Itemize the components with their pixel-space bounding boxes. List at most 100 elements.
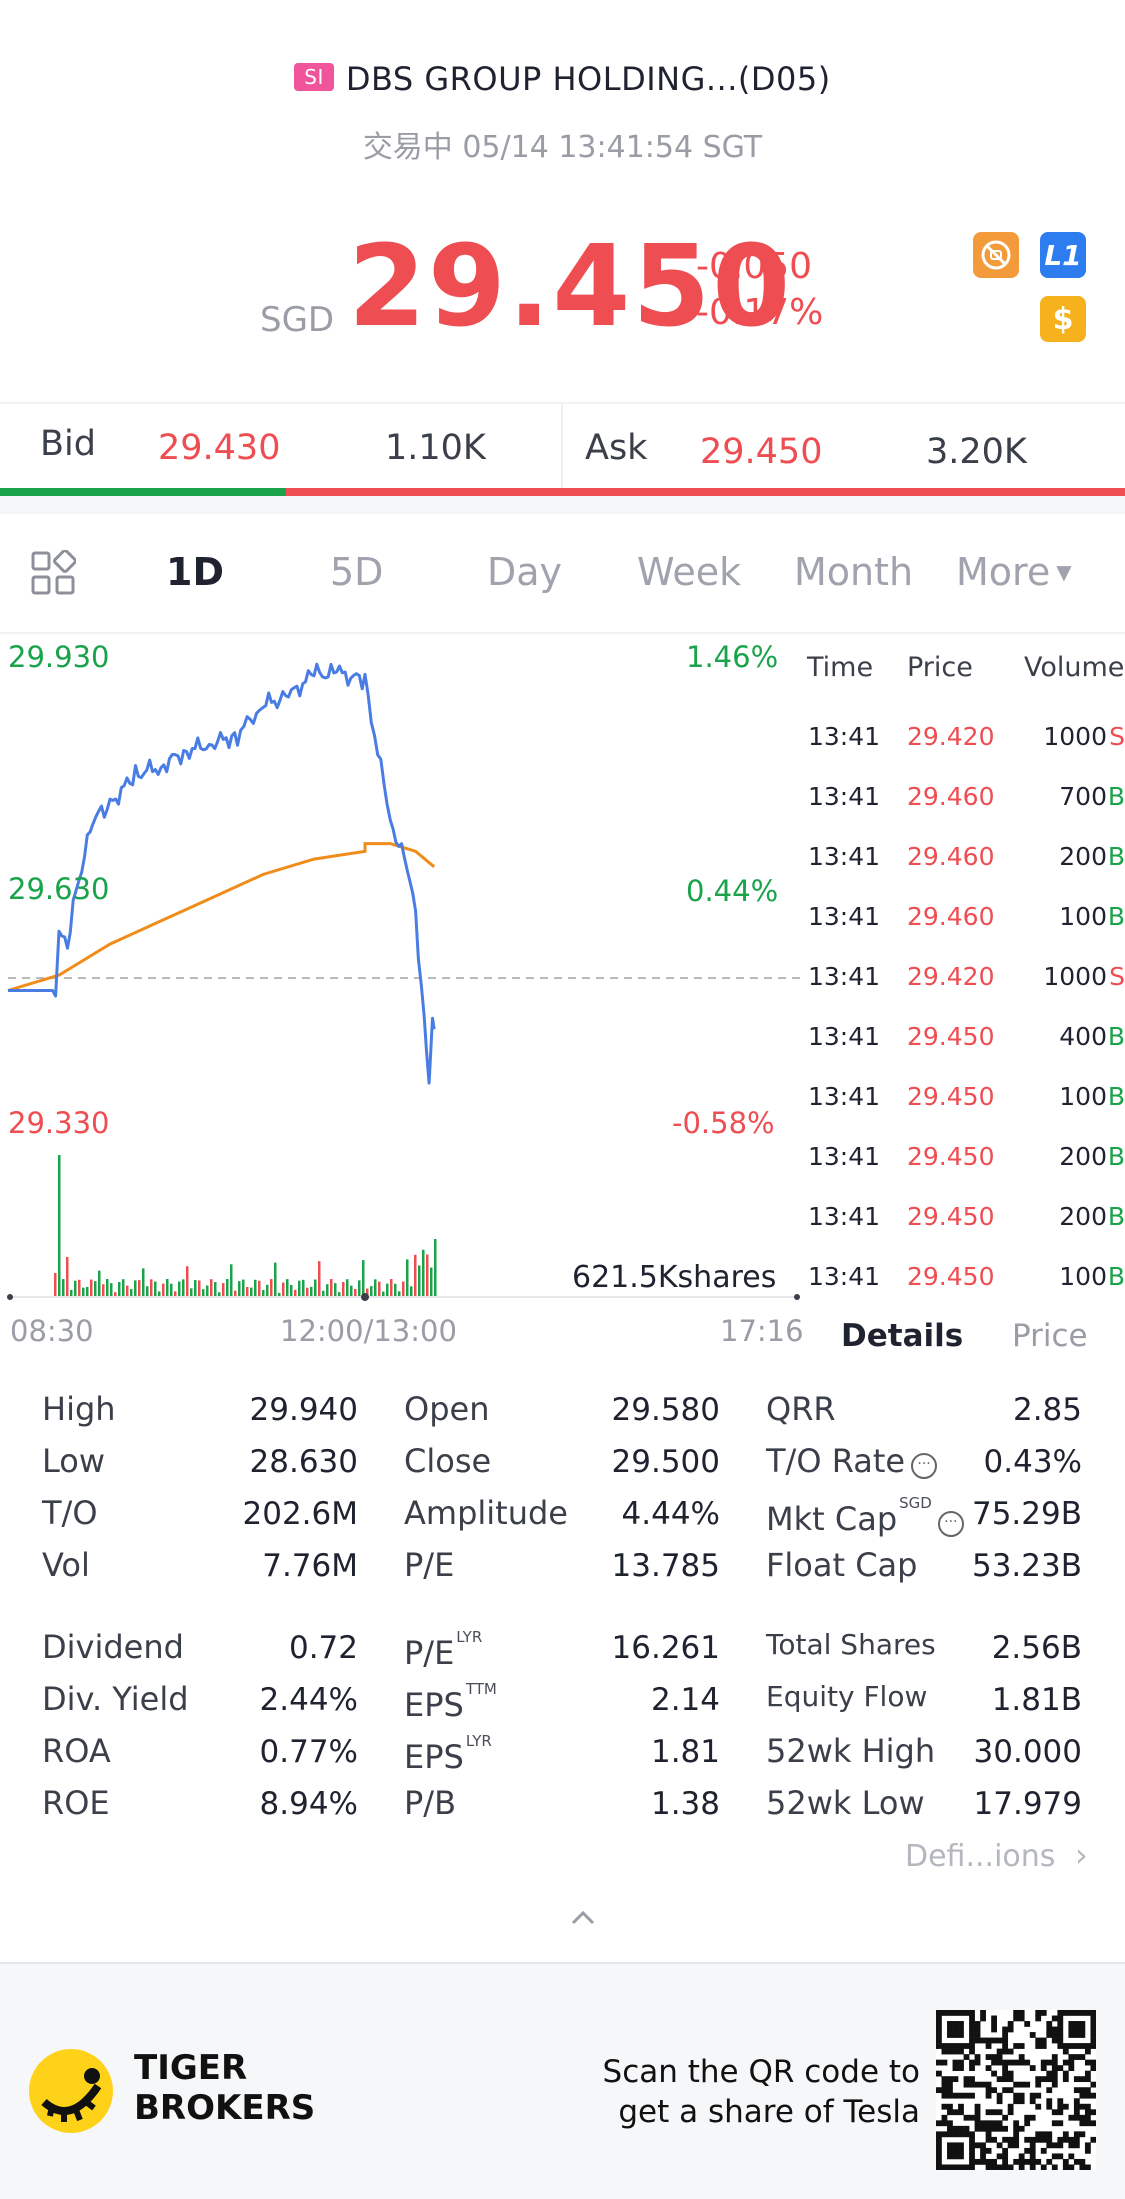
trade-volume: 1000 — [1043, 722, 1107, 751]
last-price: 29.450 — [348, 222, 793, 352]
volume-bar — [54, 1273, 57, 1297]
trade-volume: 700 — [1059, 782, 1107, 811]
grid-view-icon[interactable] — [30, 549, 77, 600]
tab-1d[interactable]: 1D — [166, 550, 224, 594]
trade-price: 29.460 — [907, 902, 995, 931]
trade-volume: 1000 — [1043, 962, 1107, 991]
volume-bar — [350, 1285, 353, 1297]
volume-bar — [262, 1289, 265, 1297]
stat-label-text: T/O — [42, 1494, 98, 1532]
average-price-line — [7, 842, 436, 992]
stat-label: P/B — [404, 1784, 456, 1822]
brand-line-2: BROKERS — [134, 2088, 316, 2128]
info-icon[interactable]: ··· — [911, 1453, 938, 1479]
stat-label: Dividend — [42, 1628, 184, 1666]
level1-icon[interactable]: L1 — [1040, 232, 1086, 278]
no-short-icon[interactable] — [973, 232, 1019, 278]
qr-code[interactable] — [936, 2010, 1096, 2170]
stat-label-text: 52wk High — [766, 1732, 936, 1770]
volume-bar — [338, 1292, 341, 1297]
trade-side: B — [1107, 1142, 1125, 1171]
volume-bar — [194, 1280, 197, 1297]
volume-bar — [314, 1279, 317, 1297]
chevron-up-icon[interactable] — [565, 1905, 601, 1933]
volume-bar — [114, 1292, 117, 1297]
stat-value: 8.94% — [259, 1786, 358, 1822]
trade-side: S — [1109, 722, 1125, 751]
trade-row: 13:41 29.420 1000 S — [806, 722, 1125, 782]
volume-bar — [358, 1280, 361, 1297]
stat-value: 29.580 — [611, 1392, 720, 1428]
stat-label: P/E — [404, 1546, 454, 1584]
stat-label-text: EPS — [404, 1738, 464, 1776]
volume-bar — [126, 1285, 129, 1297]
tab-month[interactable]: Month — [794, 550, 914, 594]
volume-bar — [394, 1283, 397, 1297]
stat-value: 4.44% — [621, 1496, 720, 1532]
stat-label: Amplitude — [404, 1494, 568, 1532]
volume-bar — [286, 1279, 289, 1297]
stat-value: 2.56B — [991, 1630, 1082, 1666]
stat-value: 1.81B — [991, 1682, 1082, 1718]
volume-bar — [430, 1267, 433, 1297]
stat-value: 75.29B — [971, 1496, 1082, 1532]
ask-strength-bar — [286, 488, 1125, 496]
info-icon[interactable]: ··· — [937, 1511, 964, 1537]
trade-row: 13:41 29.460 100 B — [806, 902, 1125, 962]
volume-bar — [222, 1283, 225, 1297]
tab-week[interactable]: Week — [637, 550, 742, 594]
trade-volume: 100 — [1059, 1262, 1107, 1291]
stat-value: 29.940 — [249, 1392, 358, 1428]
trade-time: 13:41 — [808, 1082, 881, 1111]
divider — [0, 632, 1125, 634]
trade-time: 13:41 — [808, 722, 881, 751]
volume-bar — [202, 1289, 205, 1297]
stat-label: EPS LYR — [404, 1732, 492, 1776]
bid-price: 29.430 — [158, 428, 281, 468]
trade-row: 13:41 29.450 100 B — [806, 1262, 1125, 1322]
volume-bar — [162, 1283, 165, 1297]
volume-bar — [158, 1291, 161, 1297]
volume-bar — [214, 1282, 217, 1297]
tab-5d[interactable]: 5D — [330, 550, 384, 594]
volume-bar — [230, 1264, 233, 1297]
tab-day[interactable]: Day — [487, 550, 563, 594]
volume-bar — [302, 1279, 305, 1297]
volume-bars — [54, 1155, 437, 1297]
volume-bar — [378, 1281, 381, 1297]
definitions-link[interactable]: Defi...ions › — [905, 1836, 1088, 1874]
trade-time: 13:41 — [808, 1202, 881, 1231]
volume-bar — [94, 1281, 97, 1297]
bid-label: Bid — [40, 424, 96, 464]
volume-bar — [382, 1291, 385, 1297]
stat-label-text: Low — [42, 1442, 106, 1480]
intraday-chart[interactable] — [0, 640, 800, 1340]
stat-label: T/O — [42, 1494, 98, 1532]
tab-more-label: More — [956, 550, 1051, 594]
volume-bar — [74, 1280, 77, 1297]
stat-value: 1.81 — [650, 1734, 720, 1770]
volume-bar — [334, 1283, 337, 1297]
stat-label-sup: SGD — [899, 1494, 932, 1512]
axis-dot — [794, 1294, 800, 1300]
volume-bar — [134, 1280, 137, 1297]
tab-price[interactable]: Price — [1012, 1318, 1088, 1354]
trade-volume: 100 — [1059, 902, 1107, 931]
trade-time: 13:41 — [808, 1262, 881, 1291]
exchange-badge: SI — [294, 63, 334, 91]
dollar-icon[interactable]: $ — [1040, 296, 1086, 342]
trade-side: B — [1107, 1202, 1125, 1231]
volume-bar — [426, 1254, 429, 1297]
stat-label: ROE — [42, 1784, 110, 1822]
price-axis-low: 29.330 — [8, 1106, 110, 1140]
tab-more[interactable]: More ▼ — [956, 550, 1072, 594]
tab-details[interactable]: Details — [841, 1318, 964, 1354]
stat-label-text: Equity Flow — [766, 1680, 928, 1713]
stat-value: 2.44% — [259, 1682, 358, 1718]
bid-strength-bar — [0, 488, 286, 496]
volume-bar — [174, 1291, 177, 1297]
stat-value: 13.785 — [611, 1548, 720, 1584]
price-line — [8, 662, 436, 1085]
stat-label: Vol — [42, 1546, 90, 1584]
stat-label-text: Float Cap — [766, 1546, 918, 1584]
